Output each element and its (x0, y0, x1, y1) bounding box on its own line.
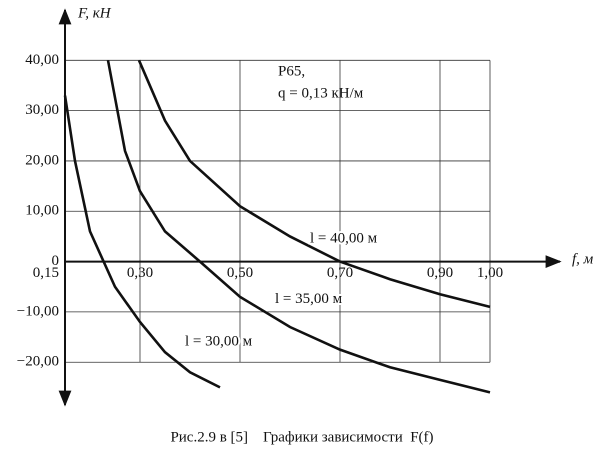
y-tick-label: 0 (52, 253, 60, 269)
y-tick-label: 40,00 (25, 52, 59, 68)
y-tick-label: 10,00 (25, 203, 59, 219)
y-tick-label: 30,00 (25, 102, 59, 118)
caption: Рис.2.9 в [5] Графики зависимости F(f) (170, 429, 433, 445)
y-tick-label: 20,00 (25, 152, 59, 168)
annotation: q = 0,13 кН/м (278, 85, 364, 101)
series-line (137, 59, 491, 309)
series-label: l = 35,00 м (275, 291, 343, 307)
series-line (63, 95, 221, 389)
series-label: l = 30,00 м (185, 334, 253, 350)
y-tick-label: −20,00 (17, 354, 59, 370)
y-axis-label: F, кН (77, 5, 112, 21)
x-tick-label: 0,15 (33, 265, 59, 281)
series-label: l = 40,00 м (310, 230, 378, 246)
annotation: Р65, (278, 63, 305, 79)
series-line (106, 60, 491, 394)
x-axis-label: f, м (572, 251, 594, 267)
y-tick-label: −10,00 (17, 303, 59, 319)
